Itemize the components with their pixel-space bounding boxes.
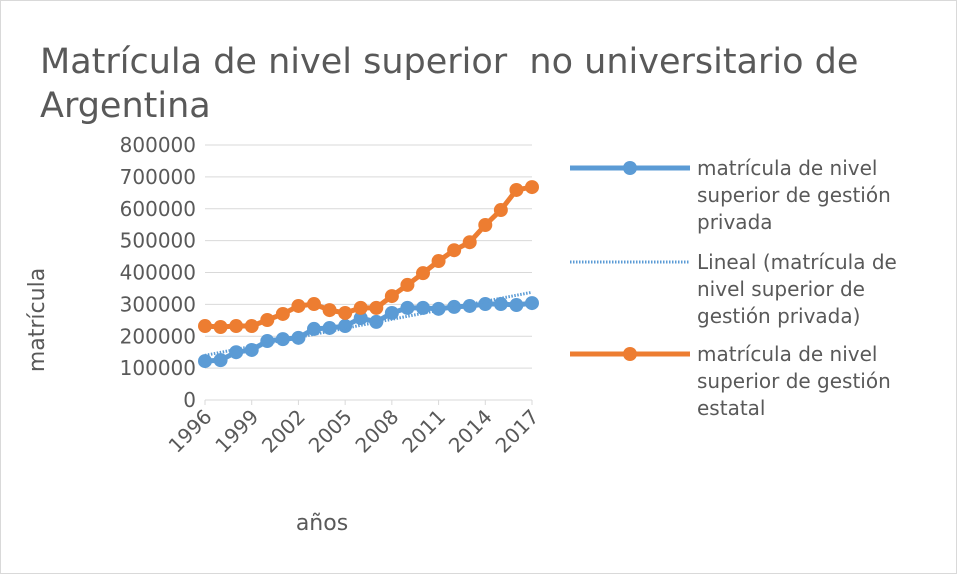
y-tick-label: 500000 [120, 229, 196, 253]
x-tick-label: 2005 [304, 405, 357, 458]
data-point [244, 319, 259, 334]
data-point [322, 303, 337, 318]
data-point [291, 298, 306, 313]
series-line [204, 184, 533, 330]
data-point [260, 334, 275, 349]
data-point [493, 297, 508, 312]
y-tick-label: 800000 [120, 133, 196, 157]
x-tick-label: 2014 [444, 405, 497, 458]
data-point [525, 180, 539, 195]
y-tick-label: 0 [183, 388, 196, 412]
legend-label: Lineal (matrícula de nivel superior de g… [697, 250, 897, 328]
y-tick-label: 600000 [120, 197, 196, 221]
x-tick-label: 2011 [397, 405, 450, 458]
data-point [384, 289, 399, 304]
chart-title: Matrícula de nivel superior no universit… [40, 42, 870, 126]
legend-marker [623, 161, 637, 175]
data-point [198, 319, 212, 334]
y-axis-label: matrícula [25, 268, 50, 372]
data-point [509, 182, 524, 197]
y-tick-label: 100000 [120, 356, 196, 380]
data-point [509, 298, 524, 313]
data-point [307, 297, 321, 312]
legend-label: matrícula de nivel superior de gestión p… [697, 156, 891, 234]
data-point [213, 353, 228, 368]
legend-marker [623, 347, 637, 361]
x-tick-label: 2008 [350, 405, 403, 458]
x-tick-label: 1996 [164, 405, 217, 458]
x-tick-label: 1999 [210, 405, 263, 458]
y-tick-label: 300000 [120, 292, 196, 316]
legend-label: matrícula de nivel superior de gestión e… [697, 342, 891, 420]
data-point [260, 312, 275, 327]
data-point [213, 320, 228, 335]
data-point [478, 297, 493, 312]
data-point [493, 203, 508, 218]
data-point [525, 296, 539, 311]
data-point [478, 218, 493, 233]
y-tick-label: 200000 [120, 324, 196, 348]
data-point [400, 300, 415, 315]
data-point [198, 354, 212, 369]
x-tick-label: 2017 [491, 405, 544, 458]
data-point [462, 235, 477, 250]
data-point [353, 300, 368, 315]
data-point [400, 277, 415, 292]
data-point [291, 330, 306, 345]
data-point [244, 342, 259, 357]
data-point [338, 305, 353, 320]
data-point [416, 266, 430, 281]
data-point [229, 319, 244, 334]
data-point [353, 311, 368, 326]
y-tick-label: 700000 [120, 165, 196, 189]
y-tick-label: 400000 [120, 261, 196, 285]
data-point [447, 299, 462, 314]
data-point [384, 305, 399, 320]
data-point [447, 243, 462, 258]
data-point [275, 332, 290, 347]
data-point [275, 306, 290, 321]
data-point [369, 300, 384, 315]
x-tick-label: 2002 [257, 405, 310, 458]
data-point [431, 254, 446, 269]
x-axis-label: años [296, 511, 348, 536]
